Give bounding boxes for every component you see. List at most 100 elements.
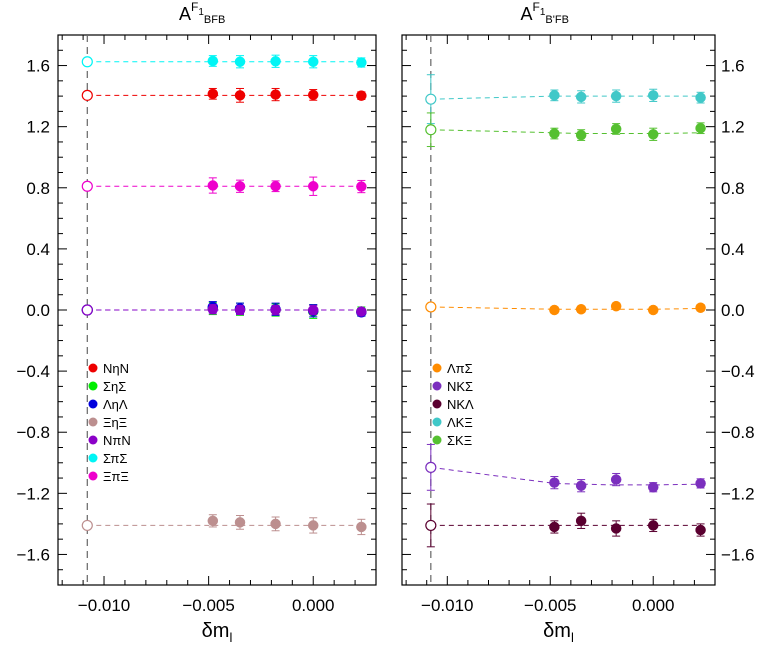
- y-tick-label: −1.6: [16, 545, 50, 564]
- data-point: [610, 523, 622, 534]
- data-point: [575, 303, 587, 315]
- data-point: [575, 480, 587, 491]
- legend-marker: [432, 417, 442, 427]
- legend-marker: [88, 381, 98, 391]
- extrapolated-point: [425, 93, 437, 105]
- data-point: [207, 303, 219, 315]
- data-point: [234, 90, 246, 101]
- data-point: [647, 304, 659, 316]
- data-point: [207, 55, 219, 67]
- legend-marker: [88, 363, 98, 373]
- data-point: [234, 517, 246, 528]
- y-tick-label: 1.2: [721, 118, 745, 137]
- data-point: [549, 477, 560, 488]
- legend-marker: [88, 435, 98, 445]
- legend-label: NKΣ: [447, 379, 473, 394]
- y-tick-label: −1.6: [721, 545, 755, 564]
- panel-title: AF1BFB: [179, 0, 225, 26]
- y-tick-label: −1.2: [721, 484, 755, 503]
- data-point: [549, 128, 560, 139]
- data-point: [575, 129, 587, 141]
- data-point: [307, 520, 319, 531]
- data-point: [234, 181, 246, 192]
- data-point: [647, 129, 659, 140]
- data-point: [270, 304, 281, 316]
- data-point: [207, 180, 219, 191]
- data-point: [549, 90, 560, 101]
- legend-marker: [88, 471, 98, 481]
- series-4: [425, 74, 706, 125]
- legend-marker: [432, 399, 442, 409]
- data-point: [234, 304, 246, 316]
- series-3: [425, 503, 706, 548]
- data-point: [270, 56, 281, 67]
- extrapolated-point: [425, 519, 437, 532]
- legend-label: ΞπΞ: [103, 469, 129, 484]
- data-point: [356, 306, 367, 317]
- x-tick-label: 0.000: [292, 596, 335, 615]
- x-axis-title: δml: [543, 620, 574, 645]
- y-tick-label: −0.8: [16, 423, 50, 442]
- series-5: [425, 112, 706, 148]
- series-7: [81, 176, 367, 196]
- y-tick-label: −0.4: [721, 362, 755, 381]
- data-point: [610, 300, 622, 312]
- data-point: [695, 302, 706, 313]
- data-point: [307, 89, 319, 101]
- y-tick-label: 0.8: [26, 179, 50, 198]
- fit-curve: [430, 466, 701, 486]
- legend-label: NπN: [103, 433, 131, 448]
- data-point: [234, 56, 246, 67]
- data-point: [610, 90, 622, 102]
- legend-marker: [432, 435, 442, 445]
- data-point: [575, 515, 587, 527]
- legend-marker: [88, 399, 98, 409]
- series-4: [81, 514, 367, 536]
- x-tick-label: −0.010: [421, 596, 473, 615]
- data-point: [356, 181, 367, 192]
- data-point: [307, 181, 319, 192]
- y-tick-label: 0.8: [721, 179, 745, 198]
- data-point: [575, 91, 587, 103]
- extrapolated-point: [425, 124, 437, 136]
- y-tick-label: 0.4: [721, 240, 745, 259]
- chart-panel-1: −1.6 −1.2 −0.8 −0.4 0.0 0.4 0.8 1.2 1.6 −0.010 −0.…: [16, 0, 377, 645]
- data-point: [695, 524, 706, 536]
- extrapolated-point: [81, 56, 93, 68]
- legend-label: ΛπΣ: [447, 361, 473, 376]
- legend-label: ΛηΛ: [103, 397, 128, 412]
- y-tick-label: −0.4: [16, 362, 50, 381]
- y-tick-label: 0.4: [26, 240, 50, 259]
- legend-label: NηN: [103, 361, 129, 376]
- series-5: [81, 303, 367, 317]
- extrapolated-point: [81, 519, 93, 532]
- legend-label: ΞηΞ: [103, 415, 127, 430]
- data-point: [270, 518, 281, 530]
- panel-title: AF1B'FB: [521, 0, 569, 26]
- x-tick-label: 0.000: [632, 596, 675, 615]
- series-2: [425, 443, 706, 493]
- data-point: [356, 521, 367, 533]
- extrapolated-point: [425, 301, 437, 313]
- data-point: [549, 304, 560, 316]
- data-point: [356, 57, 367, 68]
- data-point: [307, 304, 319, 316]
- data-point: [695, 478, 706, 489]
- series-1: [425, 300, 706, 316]
- y-tick-label: 0.0: [26, 301, 50, 320]
- legend-label: ΣηΣ: [103, 379, 126, 394]
- data-point: [307, 56, 319, 67]
- y-tick-label: 1.2: [26, 118, 50, 137]
- legend-marker: [88, 417, 98, 427]
- data-point: [549, 521, 560, 533]
- data-point: [647, 481, 659, 493]
- data-point: [695, 92, 706, 103]
- data-point: [207, 515, 219, 527]
- data-point: [270, 89, 281, 100]
- legend-label: ΣKΞ: [447, 433, 472, 448]
- legend-marker: [432, 363, 442, 373]
- data-point: [647, 520, 659, 531]
- y-tick-label: −1.2: [16, 484, 50, 503]
- data-point: [270, 181, 281, 192]
